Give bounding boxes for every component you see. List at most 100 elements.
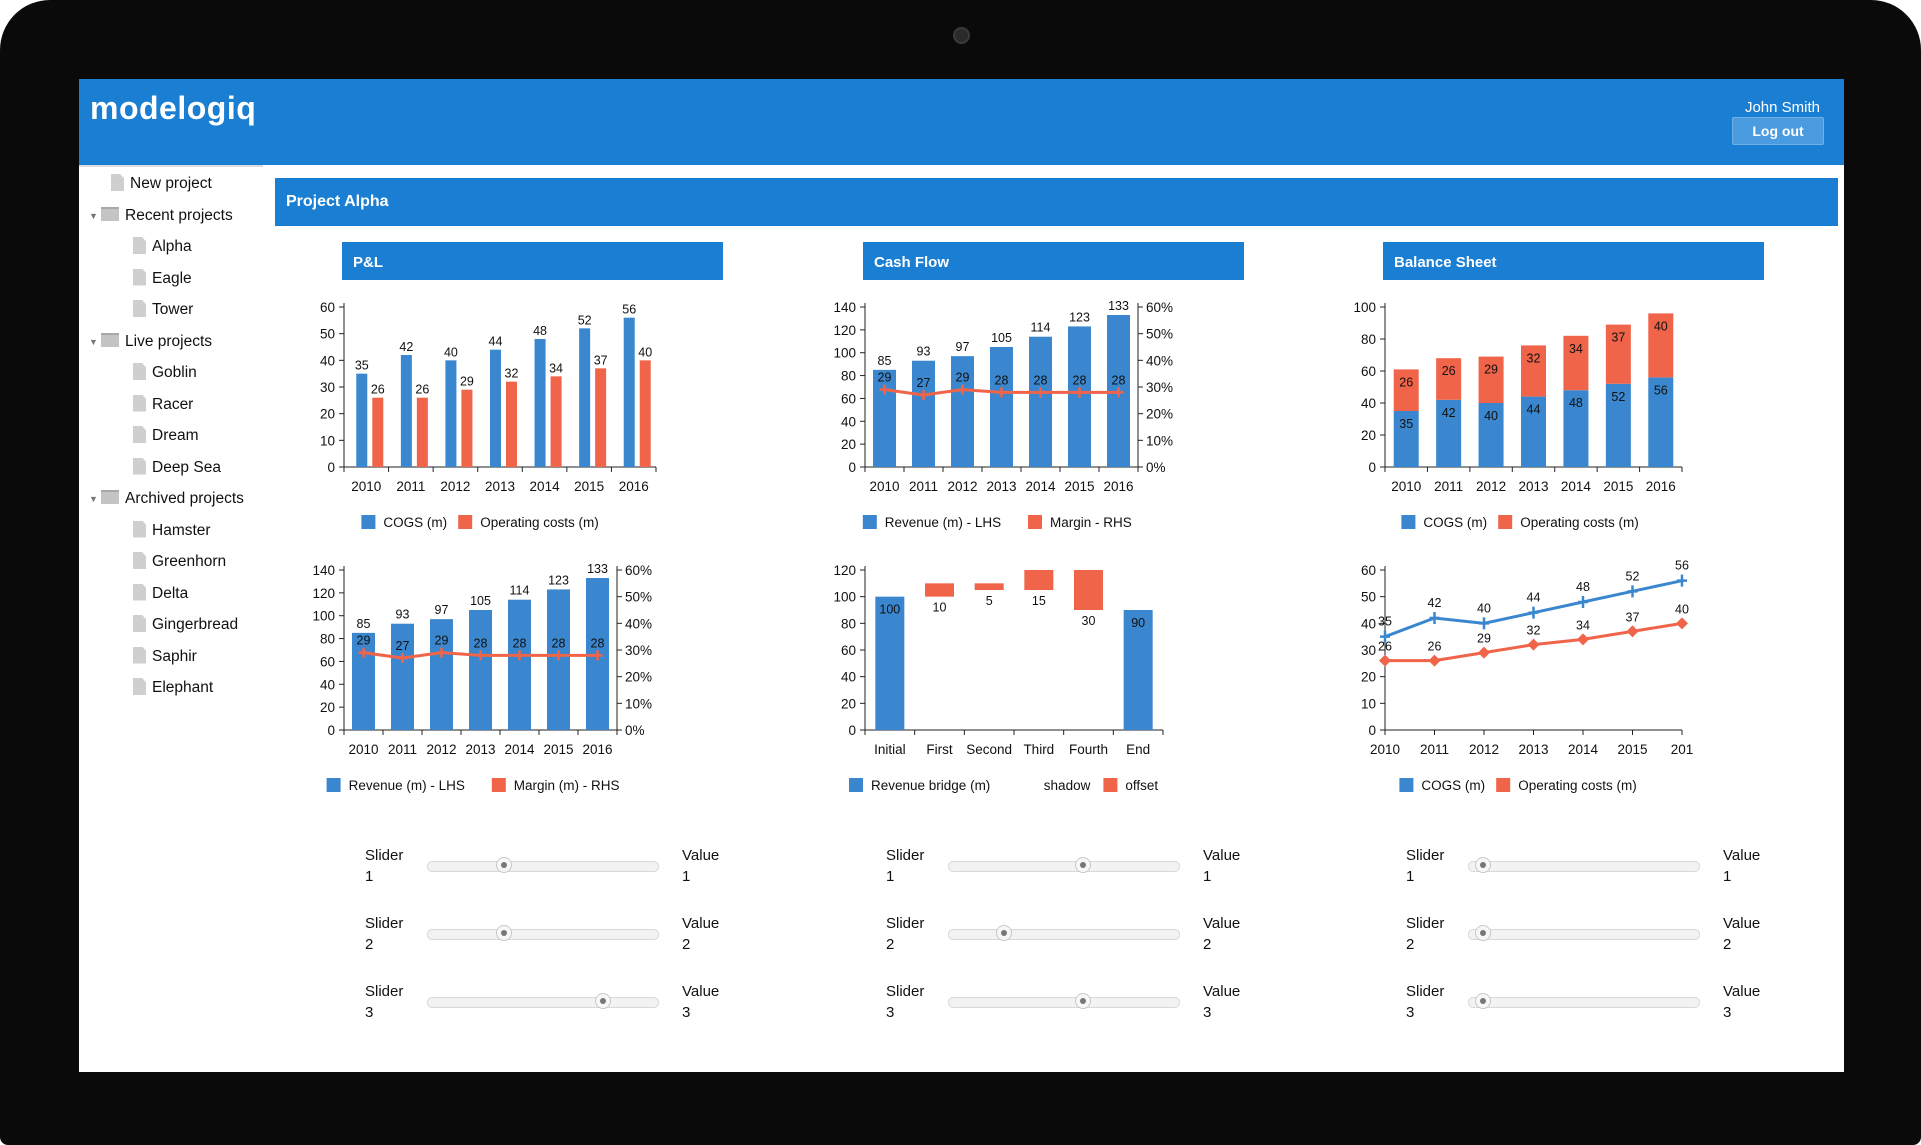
data-label: 93: [396, 608, 410, 622]
data-label: 26: [1378, 640, 1392, 654]
sidebar-item-goblin[interactable]: Goblin: [133, 362, 197, 384]
y-tick-label: 140: [833, 300, 856, 315]
data-label: 28: [591, 636, 605, 650]
sidebar-item-new-project[interactable]: New project: [111, 173, 212, 195]
data-label: 40: [1654, 319, 1668, 333]
slider-label-text: Slider: [365, 983, 404, 1000]
slider-track[interactable]: [427, 925, 659, 941]
sidebar-folder-live-projects[interactable]: ▼ Live projects: [89, 331, 212, 353]
slider-track[interactable]: [1468, 993, 1700, 1009]
sidebar-item-saphir[interactable]: Saphir: [133, 646, 197, 668]
x-tick-label: 2015: [574, 479, 604, 494]
y-tick-label: 20: [841, 696, 856, 711]
y-tick-label: 30: [1361, 643, 1376, 658]
file-icon: [133, 646, 146, 664]
y-tick-label: 10: [320, 433, 335, 448]
slider-value-number: 2: [1723, 936, 1732, 953]
sidebar-item-racer[interactable]: Racer: [133, 394, 193, 416]
slider-thumb[interactable]: [1475, 857, 1492, 873]
slider-track[interactable]: [427, 857, 659, 873]
bar: [506, 381, 517, 467]
sidebar-folder-archived-projects-label: Archived projects: [125, 490, 244, 508]
slider-track[interactable]: [948, 857, 1180, 873]
slider-track[interactable]: [948, 925, 1180, 941]
stacked-bar: [1563, 390, 1589, 467]
data-label: 56: [1675, 559, 1689, 573]
slider-thumb[interactable]: [1475, 993, 1492, 1009]
slider-value: Value 2: [1723, 913, 1760, 955]
y2-tick-label: 30%: [625, 643, 652, 658]
data-label: 105: [470, 594, 491, 608]
sidebar-item-delta[interactable]: Delta: [133, 583, 188, 605]
sidebar-item-greenhorn[interactable]: Greenhorn: [133, 551, 226, 573]
slider-thumb[interactable]: [1075, 993, 1092, 1009]
data-label: 52: [578, 313, 592, 327]
slider-thumb[interactable]: [1075, 857, 1092, 873]
data-label: 85: [357, 617, 371, 631]
expand-arrow-icon[interactable]: ▼: [89, 494, 98, 504]
data-label: 85: [878, 354, 892, 368]
y-tick-label: 100: [1353, 300, 1376, 315]
y-tick-label: 20: [1361, 670, 1376, 685]
data-label: 90: [1131, 616, 1145, 630]
legend-swatch: [1028, 515, 1042, 529]
slider-label-number: 2: [1406, 936, 1415, 953]
y2-tick-label: 40%: [625, 616, 652, 631]
data-label: 114: [1031, 321, 1051, 335]
sidebar-item-hamster[interactable]: Hamster: [133, 520, 211, 542]
sidebar-item-deep-sea[interactable]: Deep Sea: [133, 457, 221, 479]
stacked-bar: [1605, 324, 1631, 384]
x-tick-label: 2011: [388, 742, 417, 757]
y-tick-label: 40: [841, 670, 856, 685]
x-tick-label: 2011: [1434, 479, 1463, 494]
y-tick-label: 40: [320, 677, 335, 692]
x-tick-label: 2013: [465, 742, 495, 757]
sidebar-item-alpha[interactable]: Alpha: [133, 236, 192, 258]
y-tick-label: 80: [841, 616, 856, 631]
slider-track[interactable]: [948, 993, 1180, 1009]
x-tick-label: 2013: [1518, 742, 1548, 757]
sidebar-folder-archived-projects[interactable]: ▼ Archived projects: [89, 488, 244, 510]
expand-arrow-icon[interactable]: ▼: [89, 210, 98, 221]
x-tick-label: Second: [966, 742, 1012, 757]
line-point: [514, 650, 525, 661]
stacked-bar: [1648, 377, 1674, 467]
data-label: 28: [1034, 373, 1048, 387]
data-label: 56: [622, 303, 636, 317]
y-tick-label: 10: [1361, 696, 1376, 711]
sidebar-item-gingerbread[interactable]: Gingerbread: [133, 614, 238, 636]
sidebar-item-elephant[interactable]: Elephant: [133, 677, 213, 699]
sidebar-folder-recent-projects[interactable]: ▼ Recent projects: [89, 205, 233, 227]
slider-thumb[interactable]: [496, 925, 513, 941]
slider-track[interactable]: [427, 993, 659, 1009]
slider-label: Slider 1: [886, 845, 924, 887]
x-tick-label: 2016: [619, 479, 649, 494]
legend-swatch: [849, 778, 863, 792]
slider-thumb[interactable]: [1475, 925, 1492, 941]
legend-label: Margin (m) - RHS: [514, 778, 620, 793]
slider-track[interactable]: [1468, 857, 1700, 873]
legend-label: shadow: [1044, 778, 1091, 793]
slider-label: Slider 3: [365, 981, 403, 1023]
slider-value: Value 2: [682, 913, 719, 955]
slider-label-text: Slider: [365, 915, 404, 932]
x-tick-label: 2011: [909, 479, 938, 494]
slider-value: Value 1: [1723, 845, 1760, 887]
slider-thumb[interactable]: [996, 925, 1013, 941]
sidebar-item-eagle[interactable]: Eagle: [133, 268, 192, 290]
slider-thumb[interactable]: [594, 993, 611, 1009]
expand-arrow-icon[interactable]: ▼: [89, 336, 98, 347]
slider-value: Value 3: [1723, 981, 1760, 1023]
sidebar-item-tower[interactable]: Tower: [133, 299, 193, 321]
y2-tick-label: 0%: [1146, 460, 1166, 475]
sidebar-item-gingerbread-label: Gingerbread: [152, 616, 239, 633]
bar: [550, 376, 562, 467]
legend-label: offset: [1125, 778, 1158, 793]
sidebar-item-dream[interactable]: Dream: [133, 425, 199, 447]
slider-track[interactable]: [1468, 925, 1700, 941]
logout-button[interactable]: Log out: [1732, 117, 1824, 145]
bar: [1029, 336, 1052, 467]
x-tick-label: First: [926, 742, 952, 757]
slider-thumb[interactable]: [496, 857, 513, 873]
slider-value-text: Value: [1203, 983, 1241, 1000]
